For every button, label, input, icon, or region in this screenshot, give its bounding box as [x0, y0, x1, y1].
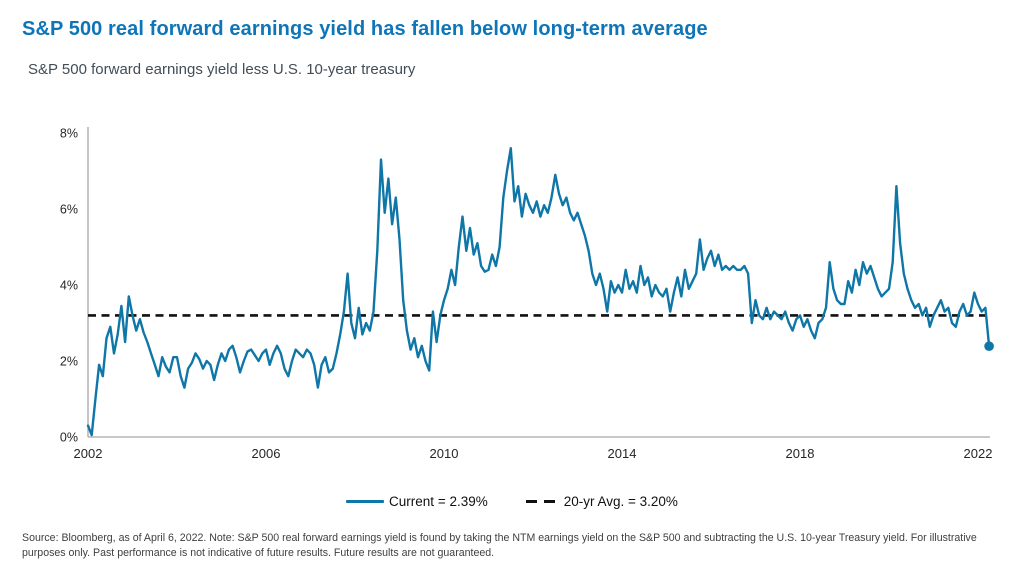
legend-average-label: 20-yr Avg. = 3.20%	[563, 494, 678, 509]
source-note: Source: Bloomberg, as of April 6, 2022. …	[22, 532, 977, 560]
average-dash-swatch-icon	[525, 499, 555, 504]
current-point	[984, 341, 994, 351]
x-tick-label: 2002	[74, 446, 103, 461]
x-tick-label: 2014	[608, 446, 637, 461]
line-chart: 0% 2% 4% 6% 8% 2002 2006 2010 2014 2018 2022	[60, 127, 994, 461]
x-tick-label: 2022	[964, 446, 993, 461]
x-tick-label: 2018	[786, 446, 815, 461]
y-tick-label: 6%	[60, 203, 78, 217]
y-tick-label: 2%	[60, 355, 78, 369]
y-tick-label: 8%	[60, 127, 78, 141]
chart-legend: Current = 2.39% 20-yr Avg. = 3.20%	[0, 494, 1024, 509]
chart-subtitle: S&P 500 forward earnings yield less U.S.…	[28, 61, 416, 78]
y-tick-label: 0%	[60, 431, 78, 445]
legend-item-current: Current = 2.39%	[346, 494, 488, 509]
page-title: S&P 500 real forward earnings yield has …	[22, 18, 708, 40]
y-tick-label: 4%	[60, 279, 78, 293]
x-tick-label: 2010	[430, 446, 459, 461]
current-line-swatch-icon	[346, 500, 385, 503]
x-tick-label: 2006	[252, 446, 281, 461]
series-line	[86, 147, 991, 437]
legend-item-average: 20-yr Avg. = 3.20%	[525, 494, 678, 509]
legend-current-label: Current = 2.39%	[389, 494, 488, 509]
